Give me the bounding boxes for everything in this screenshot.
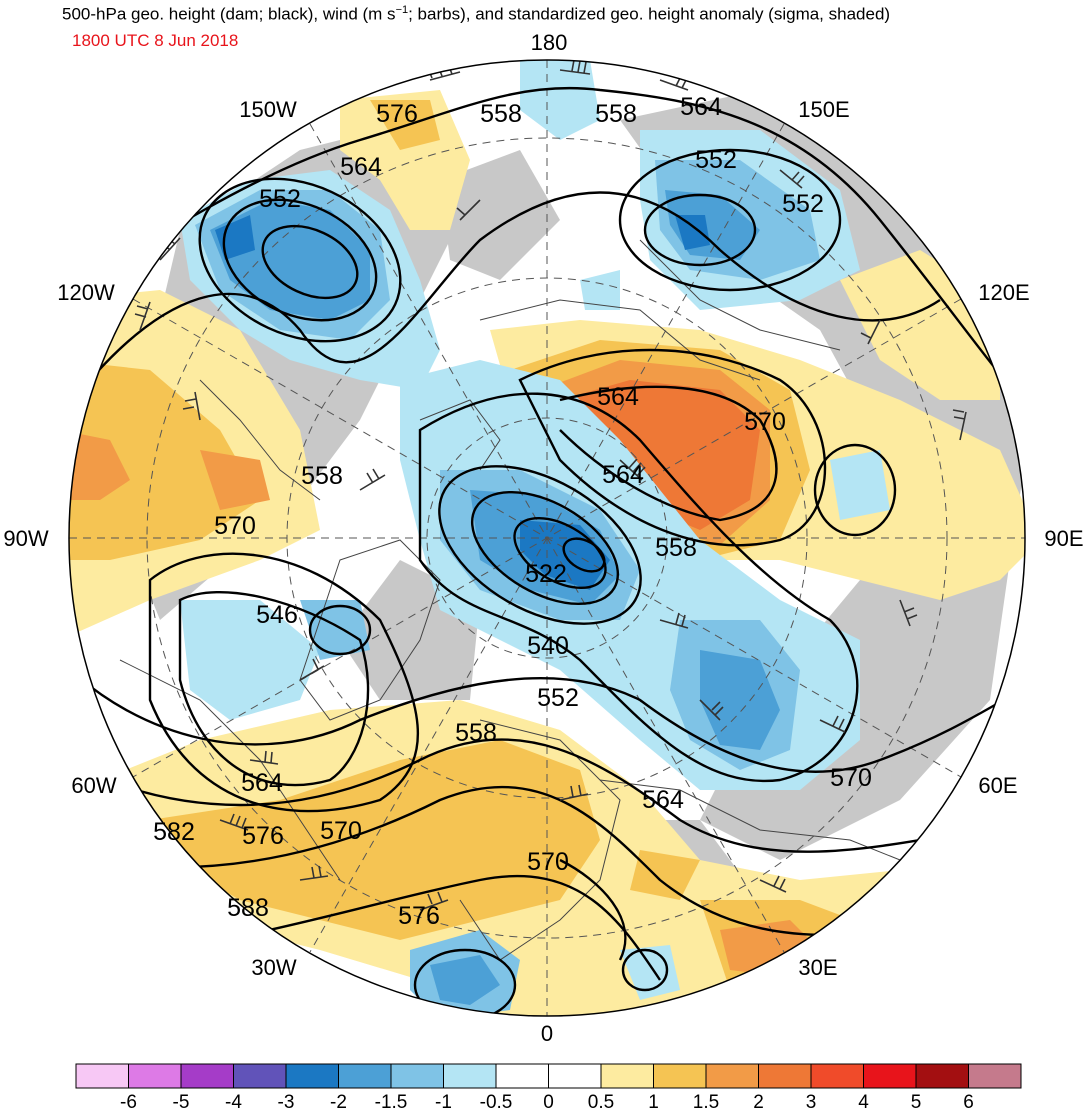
contour-label: 570 bbox=[214, 512, 256, 540]
colorbar-swatch bbox=[968, 1063, 1022, 1089]
contour-label: 570 bbox=[527, 848, 569, 876]
contour-label: 558 bbox=[595, 100, 637, 128]
lon-label-0: 0 bbox=[541, 1021, 553, 1046]
lon-label-90w: 90W bbox=[3, 526, 48, 551]
contour-label: 570 bbox=[320, 817, 362, 845]
colorbar-swatch bbox=[338, 1063, 392, 1089]
colorbar-swatch bbox=[443, 1063, 497, 1089]
lon-label-150w: 150W bbox=[239, 97, 297, 122]
contour-label: 552 bbox=[259, 185, 301, 213]
polar-stereographic-map: 180 150W 150E 120W 120E 90W 90E 60W 60E … bbox=[3, 30, 1083, 1046]
lon-label-120w: 120W bbox=[57, 280, 115, 305]
contour-label: 558 bbox=[455, 719, 497, 747]
contour-label: 540 bbox=[527, 632, 569, 660]
colorbar-tick-label: 6 bbox=[963, 1092, 974, 1112]
contour-labels: 576 558 558 564 564 552 552 552 564 570 … bbox=[153, 93, 872, 930]
colorbar-swatch bbox=[495, 1063, 549, 1089]
colorbar-swatch bbox=[548, 1063, 602, 1089]
wind-barbs bbox=[134, 60, 967, 911]
lon-label-120e: 120E bbox=[978, 280, 1029, 305]
map-border bbox=[68, 59, 1026, 1017]
contour-label: 522 bbox=[525, 560, 567, 588]
colorbar-tick-label: 5 bbox=[911, 1092, 922, 1112]
contour-label: 564 bbox=[642, 786, 684, 814]
colorbar-tick-label: 1.5 bbox=[693, 1092, 719, 1112]
lon-label-30e: 30E bbox=[798, 955, 837, 980]
colorbar-swatch bbox=[653, 1063, 707, 1089]
contour-label: 576 bbox=[376, 100, 418, 128]
colorbar-swatch bbox=[128, 1063, 182, 1089]
contour-label: 552 bbox=[782, 190, 824, 218]
valid-time: 1800 UTC 8 Jun 2018 bbox=[72, 31, 239, 50]
colorbar-tick-label: -2 bbox=[330, 1092, 347, 1112]
colorbar-swatch bbox=[180, 1063, 234, 1089]
contour-label: 570 bbox=[744, 408, 786, 436]
contour-label: 570 bbox=[830, 764, 872, 792]
lon-label-60e: 60E bbox=[978, 773, 1017, 798]
colorbar-swatch bbox=[285, 1063, 339, 1089]
contour-label: 558 bbox=[301, 462, 343, 490]
colorbar-swatch bbox=[390, 1063, 444, 1089]
colorbar-swatch bbox=[75, 1063, 129, 1089]
colorbar-swatch bbox=[758, 1063, 812, 1089]
colorbar-swatch bbox=[705, 1063, 759, 1089]
colorbar-tick-label: -0.5 bbox=[480, 1092, 513, 1112]
lon-label-150e: 150E bbox=[798, 97, 849, 122]
contour-label: 576 bbox=[242, 822, 284, 850]
lon-label-90e: 90E bbox=[1044, 526, 1083, 551]
colorbar-swatches bbox=[75, 1063, 1022, 1089]
contour-label: 576 bbox=[398, 902, 440, 930]
map-disk bbox=[69, 60, 1025, 1016]
colorbar-swatch bbox=[810, 1063, 864, 1089]
colorbar-tick-label: 4 bbox=[858, 1092, 869, 1112]
colorbar-tick-label: 3 bbox=[806, 1092, 817, 1112]
colorbar-tick-label: 1 bbox=[648, 1092, 659, 1112]
colorbar-swatch bbox=[863, 1063, 917, 1089]
colorbar-tick-label: -6 bbox=[120, 1092, 137, 1112]
contour-label: 552 bbox=[537, 684, 579, 712]
lon-label-180: 180 bbox=[531, 30, 568, 55]
colorbar-tick-label: -1.5 bbox=[375, 1092, 408, 1112]
lon-label-60w: 60W bbox=[71, 773, 116, 798]
contour-label: 558 bbox=[480, 100, 522, 128]
positive-anomaly-shading bbox=[69, 90, 1025, 1016]
colorbar-tick-label: -4 bbox=[225, 1092, 242, 1112]
anomaly-colorbar: -6 -5 -4 -3 -2 -1.5 -1 -0.5 0 0.5 1 1.5 2 3 4 5 6 bbox=[75, 1063, 1022, 1112]
contour-label: 564 bbox=[597, 383, 639, 411]
contour-label: 564 bbox=[680, 93, 722, 121]
colorbar-swatch bbox=[915, 1063, 969, 1089]
contour-label: 564 bbox=[340, 153, 382, 181]
map-title: 500-hPa geo. height (dam; black), wind (… bbox=[62, 4, 891, 24]
colorbar-tick-label: 0.5 bbox=[588, 1092, 614, 1112]
colorbar-tick-label: 2 bbox=[753, 1092, 764, 1112]
colorbar-swatch bbox=[233, 1063, 287, 1089]
contour-label: 588 bbox=[227, 894, 269, 922]
height-contours bbox=[69, 86, 1025, 1016]
colorbar-swatch bbox=[600, 1063, 654, 1089]
contour-label: 552 bbox=[695, 146, 737, 174]
colorbar-tick-label: -1 bbox=[435, 1092, 452, 1112]
contour-label: 582 bbox=[153, 818, 195, 846]
lon-label-30w: 30W bbox=[251, 955, 296, 980]
contour-label: 564 bbox=[602, 461, 644, 489]
colorbar-ticks: -6 -5 -4 -3 -2 -1.5 -1 -0.5 0 0.5 1 1.5 2 3 4 5 6 bbox=[120, 1092, 974, 1112]
colorbar-tick-label: -3 bbox=[278, 1092, 295, 1112]
graticule bbox=[69, 60, 1025, 1016]
colorbar-tick-label: -5 bbox=[173, 1092, 190, 1112]
contour-label: 564 bbox=[241, 769, 283, 797]
contour-label: 558 bbox=[655, 534, 697, 562]
contour-label: 546 bbox=[256, 601, 298, 629]
colorbar-tick-label: 0 bbox=[543, 1092, 554, 1112]
